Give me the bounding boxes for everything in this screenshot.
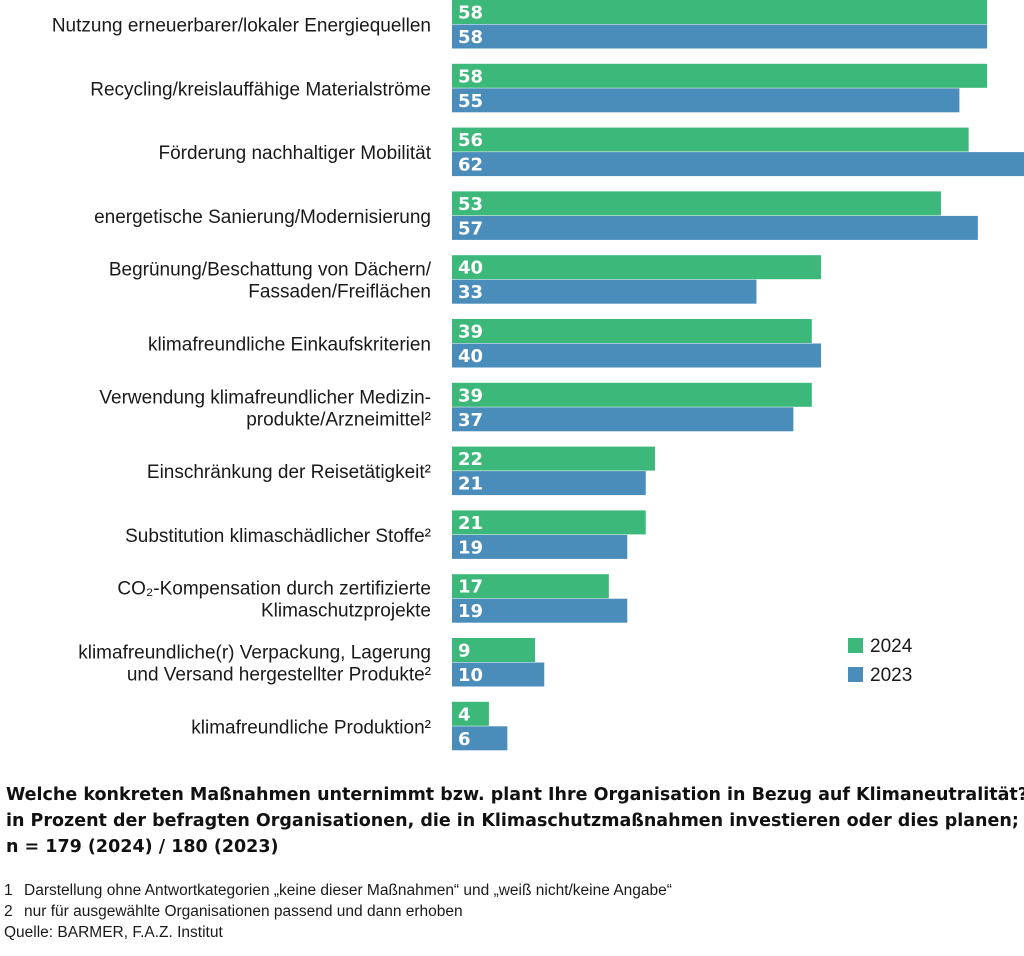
value-label: 39 <box>458 322 483 343</box>
bar-2024 <box>452 701 489 726</box>
bar-2023 <box>452 598 628 623</box>
category-label: Verwendung klimafreundlicher Medizin-pro… <box>99 387 431 430</box>
bar-2023 <box>452 471 646 496</box>
footnote-text: nur für ausgewählte Organisationen passe… <box>24 903 463 920</box>
value-label: 39 <box>458 385 483 406</box>
bar-2023 <box>452 88 960 113</box>
bar-2024 <box>452 638 536 662</box>
value-label: 53 <box>458 194 483 215</box>
value-label: 22 <box>458 449 483 470</box>
category-label: klimafreundliche Einkaufskriterien <box>148 335 431 356</box>
footnote-number: 2 <box>4 903 13 920</box>
value-label: 19 <box>458 601 483 622</box>
category-label: klimafreundliche(r) Verpackung, Lagerung… <box>78 643 431 686</box>
legend-label: 2024 <box>870 636 913 657</box>
bar-2024 <box>452 127 969 152</box>
bar-2023 <box>452 24 988 49</box>
bar-2024 <box>452 382 812 407</box>
bar-2023 <box>452 215 978 240</box>
legend-swatch-2024 <box>848 638 863 653</box>
category-label: Recycling/kreislauffähige Materialströme <box>90 79 431 100</box>
value-label: 58 <box>458 27 483 48</box>
caption-line-1: Welche konkreten Maßnahmen unternimmt bz… <box>6 785 1024 805</box>
value-label: 9 <box>458 641 471 662</box>
value-label: 6 <box>458 729 471 750</box>
bar-2023 <box>452 279 757 304</box>
bar-2024 <box>452 191 941 216</box>
bar-2023 <box>452 534 628 559</box>
category-label: klimafreundliche Produktion² <box>191 717 431 738</box>
bar-2023 <box>452 662 545 687</box>
bar-2024 <box>452 63 988 88</box>
category-label: Einschränkung der Reisetätigkeit² <box>147 462 431 483</box>
footnote-2: 2 nur für ausgewählte Organisationen pas… <box>4 901 1014 922</box>
caption-line-2: in Prozent der befragten Organisationen,… <box>6 811 1019 831</box>
footnote-number: 1 <box>4 882 13 899</box>
bar-chart: Nutzung erneuerbarer/lokaler Energiequel… <box>52 0 1024 751</box>
value-label: 17 <box>458 577 483 598</box>
caption-line-3: n = 179 (2024) / 180 (2023) <box>6 837 279 857</box>
bar-2023 <box>452 152 1024 177</box>
value-label: 4 <box>458 704 471 725</box>
bar-2024 <box>452 0 988 24</box>
value-label: 21 <box>458 474 483 495</box>
footnotes: 1 Darstellung ohne Antwortkategorien „ke… <box>4 880 1014 943</box>
bar-2023 <box>452 726 508 751</box>
value-label: 10 <box>458 665 483 686</box>
value-label: 19 <box>458 537 483 558</box>
bar-2023 <box>452 343 822 368</box>
bar-2023 <box>452 407 794 432</box>
category-label: Nutzung erneuerbarer/lokaler Energiequel… <box>52 16 431 37</box>
category-label: Förderung nachhaltiger Mobilität <box>159 143 432 164</box>
category-label: Begrünung/Beschattung von Dächern/Fassad… <box>109 260 432 303</box>
category-label: energetische Sanierung/Modernisierung <box>94 207 431 228</box>
footnote-text: Darstellung ohne Antwortkategorien „kein… <box>24 882 672 899</box>
value-label: 21 <box>458 513 483 534</box>
legend-swatch-2023 <box>848 667 863 682</box>
bar-2024 <box>452 446 655 471</box>
value-label: 62 <box>458 155 483 176</box>
value-label: 37 <box>458 410 483 431</box>
value-label: 40 <box>458 346 483 367</box>
value-label: 57 <box>458 218 483 239</box>
value-label: 33 <box>458 282 483 303</box>
legend-label: 2023 <box>870 665 912 686</box>
bar-2024 <box>452 255 822 280</box>
category-label: CO₂-Kompensation durch zertifizierte Klim… <box>117 579 431 622</box>
value-label: 55 <box>458 91 483 112</box>
footnote-1: 1 Darstellung ohne Antwortkategorien „ke… <box>4 880 1014 901</box>
chart-caption: Welche konkreten Maßnahmen unternimmt bz… <box>6 782 1024 860</box>
bar-2024 <box>452 319 812 343</box>
value-label: 58 <box>458 3 483 24</box>
value-label: 40 <box>458 258 483 279</box>
bar-2024 <box>452 574 609 599</box>
value-label: 58 <box>458 66 483 87</box>
bar-2024 <box>452 510 646 535</box>
value-label: 56 <box>458 130 483 151</box>
source-note: Quelle: BARMER, F.A.Z. Institut <box>4 924 223 941</box>
category-label: Substitution klimaschädlicher Stoffe² <box>125 526 431 547</box>
